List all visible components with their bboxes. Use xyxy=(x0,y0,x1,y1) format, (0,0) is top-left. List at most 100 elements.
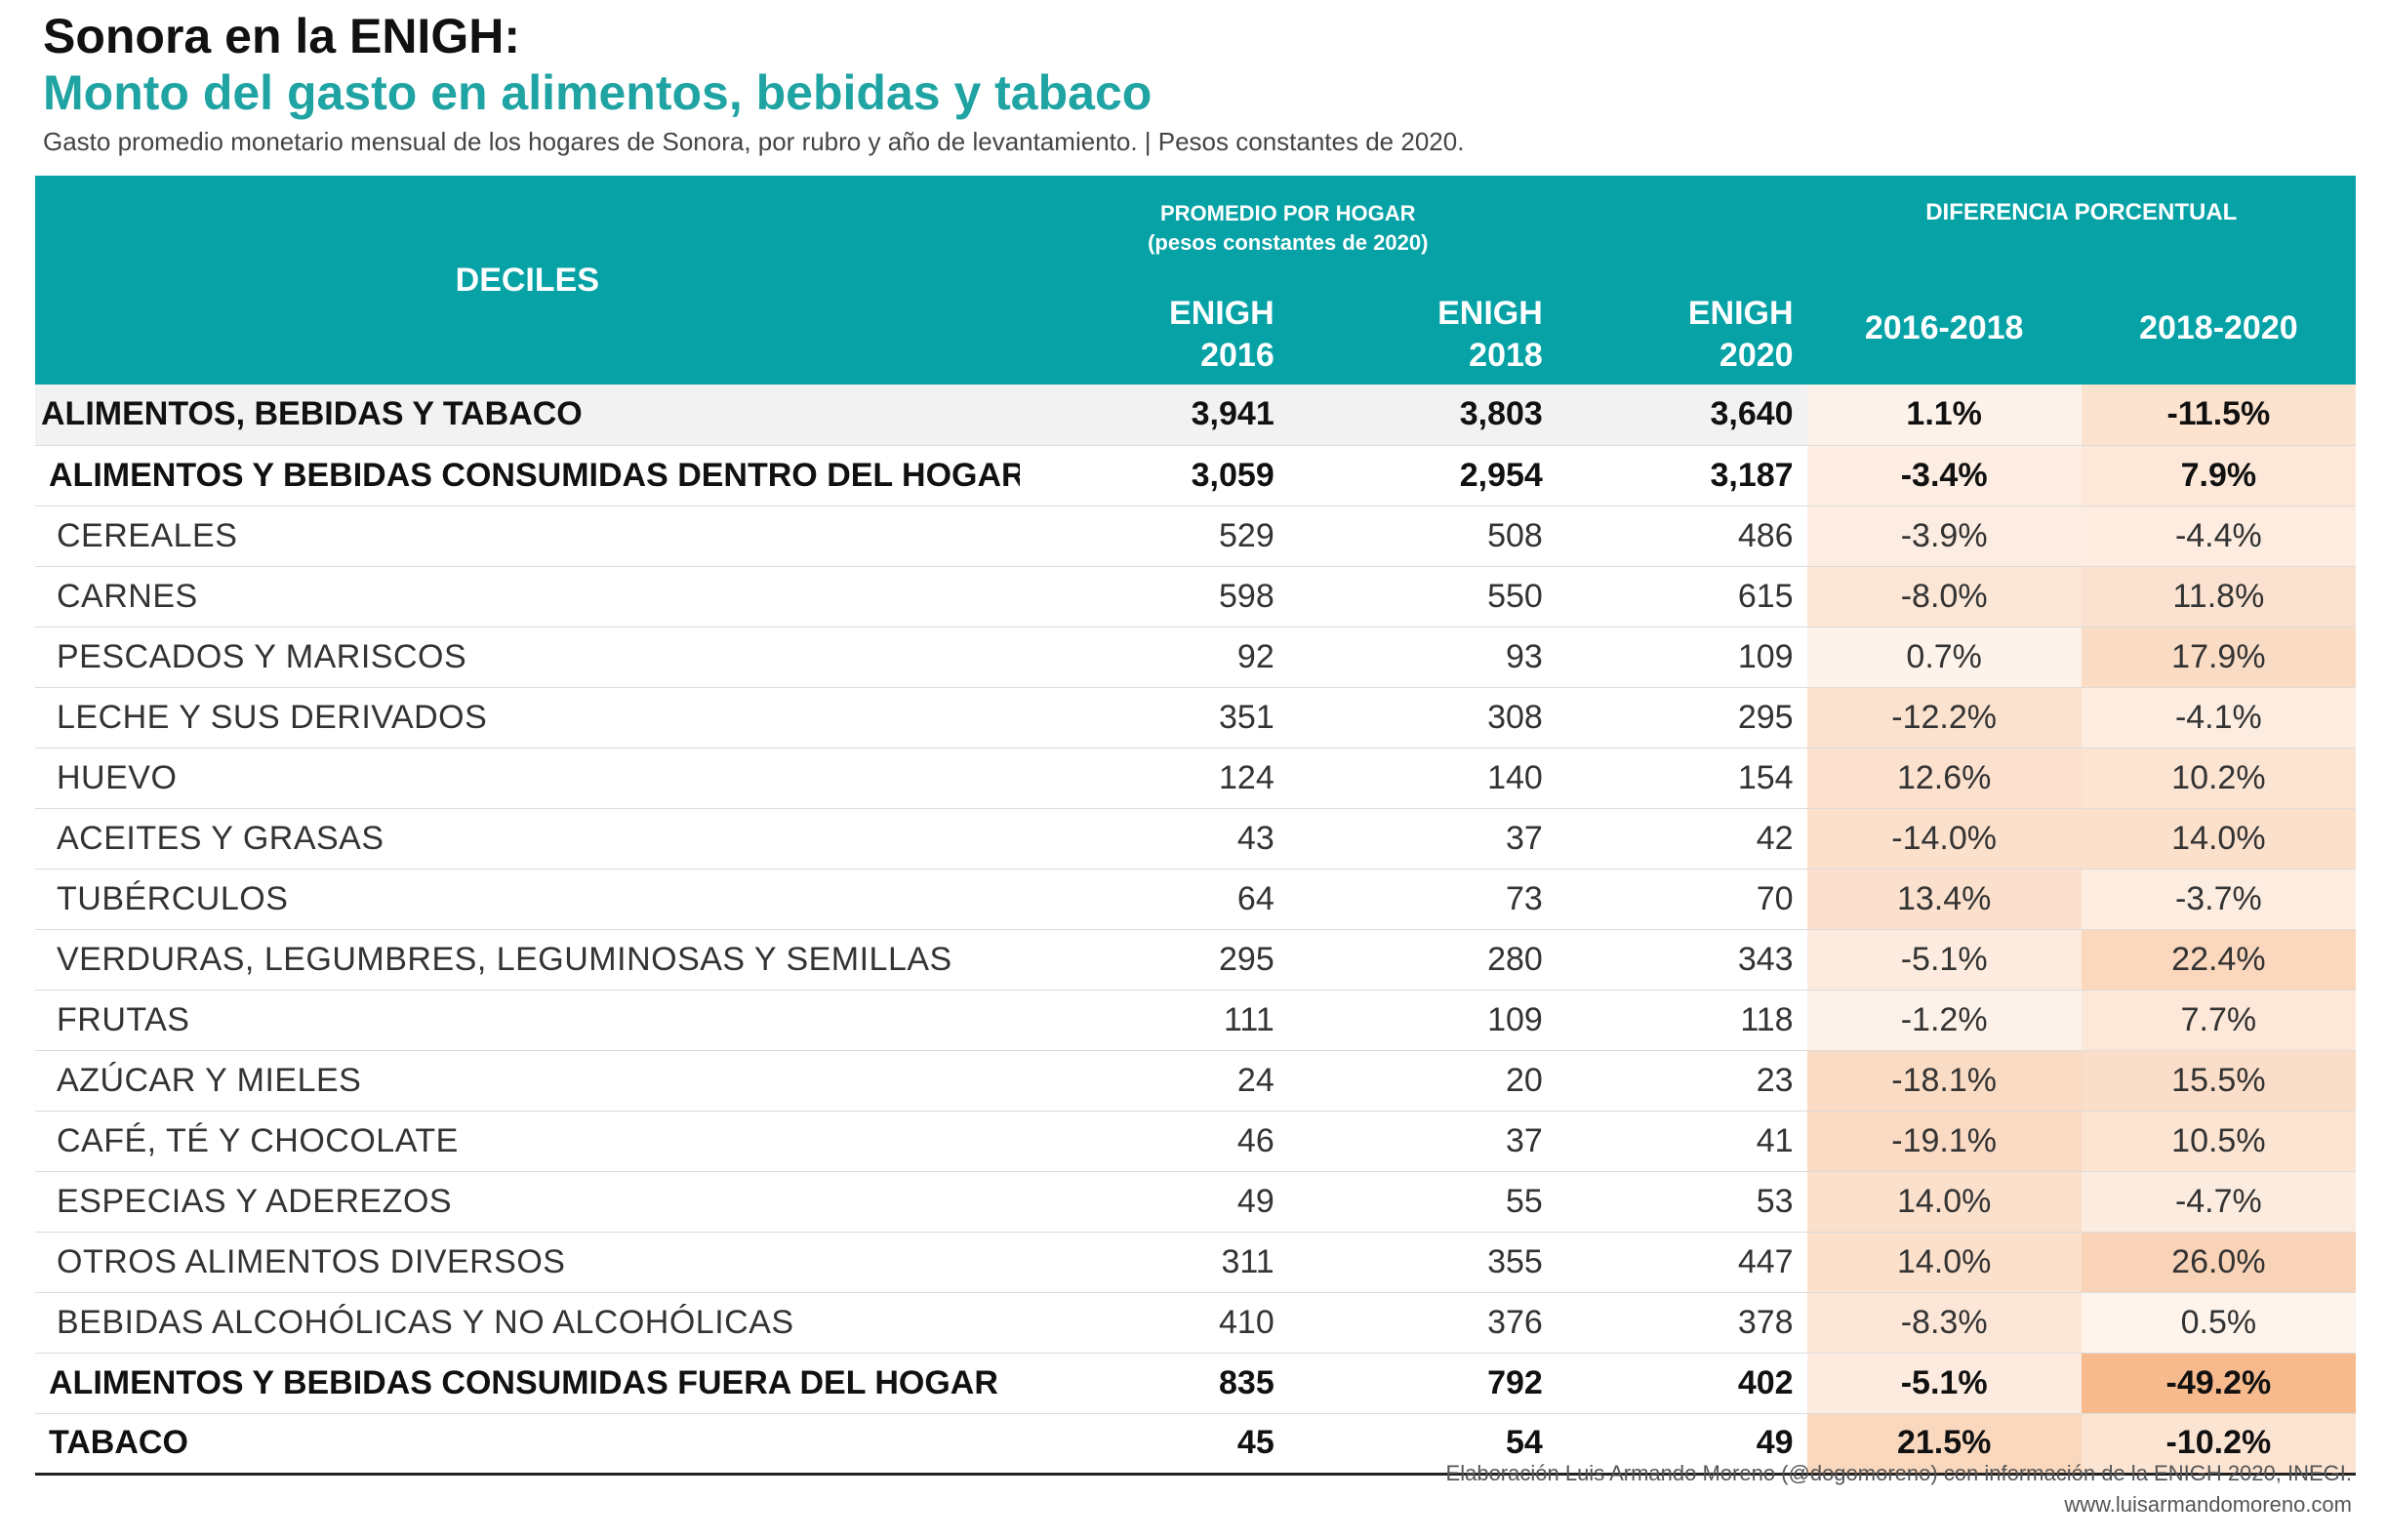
table-row: ESPECIAS Y ADEREZOS 49 55 53 14.0% -4.7% xyxy=(35,1171,2356,1233)
row-name: PESCADOS Y MARISCOS xyxy=(35,627,1020,688)
value-2020: 53 xyxy=(1556,1171,1807,1233)
value-2018: 280 xyxy=(1287,929,1557,991)
table-row: PESCADOS Y MARISCOS 92 93 109 0.7% 17.9% xyxy=(35,627,2356,688)
diff-2016-2018: 14.0% xyxy=(1806,1232,2082,1293)
row-name: ESPECIAS Y ADEREZOS xyxy=(35,1171,1020,1233)
diff-2018-2020: 15.5% xyxy=(2081,1050,2356,1112)
header-promedio-group: PROMEDIO POR HOGAR (pesos constantes de … xyxy=(1019,176,1557,272)
value-2016: 410 xyxy=(1019,1292,1288,1354)
value-2020: 615 xyxy=(1556,566,1807,628)
diff-2016-2018: 13.4% xyxy=(1806,869,2082,930)
value-2016: 3,941 xyxy=(1019,385,1288,446)
header-enigh-2018: ENIGH 2018 xyxy=(1287,272,1557,385)
value-2016: 3,059 xyxy=(1019,445,1288,507)
table-row: ALIMENTOS Y BEBIDAS CONSUMIDAS DENTRO DE… xyxy=(35,445,2356,507)
table-row: AZÚCAR Y MIELES 24 20 23 -18.1% 15.5% xyxy=(35,1050,2356,1112)
header-year-line1: ENIGH xyxy=(1437,295,1543,332)
page-description: Gasto promedio monetario mensual de los … xyxy=(43,127,1465,156)
value-2018: 73 xyxy=(1287,869,1557,930)
header-enigh-2020: ENIGH 2020 xyxy=(1556,272,1807,385)
table-row: TUBÉRCULOS 64 73 70 13.4% -3.7% xyxy=(35,869,2356,930)
table-row: ALIMENTOS Y BEBIDAS CONSUMIDAS FUERA DEL… xyxy=(35,1353,2356,1414)
value-2016: 835 xyxy=(1019,1353,1288,1414)
diff-2018-2020: -11.5% xyxy=(2081,385,2356,446)
value-2018: 550 xyxy=(1287,566,1557,628)
row-name: LECHE Y SUS DERIVADOS xyxy=(35,687,1020,749)
value-2020: 402 xyxy=(1556,1353,1807,1414)
header-year-line1: ENIGH xyxy=(1687,295,1794,332)
row-name: ALIMENTOS Y BEBIDAS CONSUMIDAS DENTRO DE… xyxy=(35,445,1020,507)
value-2016: 64 xyxy=(1019,869,1288,930)
row-name: ACEITES Y GRASAS xyxy=(35,808,1020,870)
header-deciles: DECILES xyxy=(35,176,1020,385)
value-2020: 70 xyxy=(1556,869,1807,930)
value-2016: 43 xyxy=(1019,808,1288,870)
table-row: ALIMENTOS, BEBIDAS Y TABACO 3,941 3,803 3,6… xyxy=(35,385,2356,446)
page-subtitle: Monto del gasto en alimentos, bebidas y … xyxy=(43,65,1153,120)
value-2018: 37 xyxy=(1287,1111,1557,1172)
diff-2016-2018: 14.0% xyxy=(1806,1171,2082,1233)
value-2016: 46 xyxy=(1019,1111,1288,1172)
header-promedio-line2: (pesos constantes de 2020) xyxy=(1148,230,1429,255)
value-2020: 486 xyxy=(1556,506,1807,567)
value-2018: 3,803 xyxy=(1287,385,1557,446)
diff-2018-2020: -49.2% xyxy=(2081,1353,2356,1414)
diff-2016-2018: -5.1% xyxy=(1806,929,2082,991)
diff-2016-2018: -18.1% xyxy=(1806,1050,2082,1112)
value-2018: 308 xyxy=(1287,687,1557,749)
row-name: CARNES xyxy=(35,566,1020,628)
value-2018: 93 xyxy=(1287,627,1557,688)
value-2018: 37 xyxy=(1287,808,1557,870)
value-2020: 49 xyxy=(1556,1413,1807,1476)
value-2016: 24 xyxy=(1019,1050,1288,1112)
diff-2018-2020: -4.4% xyxy=(2081,506,2356,567)
diff-2018-2020: 26.0% xyxy=(2081,1232,2356,1293)
footer-website: www.luisarmandomoreno.com xyxy=(2064,1492,2352,1517)
table-row: CARNES 598 550 615 -8.0% 11.8% xyxy=(35,566,2356,628)
diff-2016-2018: -14.0% xyxy=(1806,808,2082,870)
value-2016: 49 xyxy=(1019,1171,1288,1233)
diff-2018-2020: 11.8% xyxy=(2081,566,2356,628)
diff-2018-2020: -3.7% xyxy=(2081,869,2356,930)
value-2020: 23 xyxy=(1556,1050,1807,1112)
diff-2016-2018: -8.0% xyxy=(1806,566,2082,628)
diff-2018-2020: 0.5% xyxy=(2081,1292,2356,1354)
value-2020: 41 xyxy=(1556,1111,1807,1172)
header-diferencia-group: DIFERENCIA PORCENTUAL xyxy=(1806,176,2356,272)
table-header-row-2: ENIGH 2016 ENIGH 2018 ENIGH 2020 2016-20… xyxy=(35,272,2356,385)
row-name: HUEVO xyxy=(35,748,1020,809)
row-name: OTROS ALIMENTOS DIVERSOS xyxy=(35,1232,1020,1293)
diff-2018-2020: -10.2% xyxy=(2081,1413,2356,1476)
header-year-line2: 2018 xyxy=(1469,337,1543,374)
value-2020: 42 xyxy=(1556,808,1807,870)
value-2020: 109 xyxy=(1556,627,1807,688)
diff-2016-2018: 0.7% xyxy=(1806,627,2082,688)
row-name: AZÚCAR Y MIELES xyxy=(35,1050,1020,1112)
value-2018: 20 xyxy=(1287,1050,1557,1112)
diff-2018-2020: 10.5% xyxy=(2081,1111,2356,1172)
value-2016: 45 xyxy=(1019,1413,1288,1476)
value-2018: 54 xyxy=(1287,1413,1557,1476)
diff-2016-2018: -3.9% xyxy=(1806,506,2082,567)
value-2020: 295 xyxy=(1556,687,1807,749)
table-row: BEBIDAS ALCOHÓLICAS Y NO ALCOHÓLICAS 410 3… xyxy=(35,1292,2356,1354)
value-2020: 3,640 xyxy=(1556,385,1807,446)
value-2016: 92 xyxy=(1019,627,1288,688)
value-2018: 508 xyxy=(1287,506,1557,567)
table-row: HUEVO 124 140 154 12.6% 10.2% xyxy=(35,748,2356,809)
row-name: CEREALES xyxy=(35,506,1020,567)
table-row: FRUTAS 111 109 118 -1.2% 7.7% xyxy=(35,990,2356,1051)
diff-2016-2018: -3.4% xyxy=(1806,445,2082,507)
table-row: LECHE Y SUS DERIVADOS 351 308 295 -12.2% -4.1… xyxy=(35,687,2356,749)
table-row: TABACO 45 54 49 21.5% -10.2% xyxy=(35,1413,2356,1476)
value-2016: 598 xyxy=(1019,566,1288,628)
value-2016: 124 xyxy=(1019,748,1288,809)
value-2018: 2,954 xyxy=(1287,445,1557,507)
table-row: VERDURAS, LEGUMBRES, LEGUMINOSAS Y SEMIL… xyxy=(35,929,2356,991)
value-2018: 140 xyxy=(1287,748,1557,809)
value-2016: 295 xyxy=(1019,929,1288,991)
table-row: ACEITES Y GRASAS 43 37 42 -14.0% 14.0% xyxy=(35,808,2356,870)
table-row: OTROS ALIMENTOS DIVERSOS 311 355 447 14.0% 26… xyxy=(35,1232,2356,1293)
diff-2018-2020: 10.2% xyxy=(2081,748,2356,809)
